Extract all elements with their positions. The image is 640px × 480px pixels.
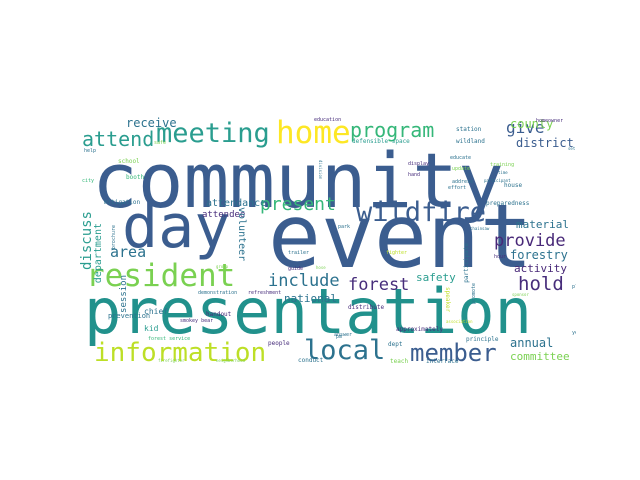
word: school <box>118 158 140 165</box>
word: participate <box>463 243 470 283</box>
word: association <box>446 319 473 324</box>
word: speaker <box>444 287 451 313</box>
word: time <box>498 170 508 175</box>
word: kid <box>144 324 159 333</box>
word-cloud: community event day presentation informa… <box>80 115 576 365</box>
word: conduct <box>298 357 324 364</box>
word: community <box>92 136 504 225</box>
word: present <box>260 194 336 215</box>
word: city <box>82 178 95 184</box>
word: hand <box>408 172 421 178</box>
word: annual <box>510 336 554 350</box>
word: brochure <box>111 225 117 250</box>
word: forestry <box>510 248 568 262</box>
word: information <box>94 338 267 365</box>
word: house <box>504 182 523 189</box>
word: material <box>516 218 569 231</box>
word: presentation <box>84 275 532 348</box>
word: provide <box>494 231 566 251</box>
word: principle <box>466 336 499 343</box>
word: education <box>314 117 342 123</box>
word: plan <box>572 284 576 290</box>
word: pm <box>336 334 343 340</box>
word: attendance <box>206 198 267 209</box>
word: wildfire <box>356 197 487 228</box>
word: prevention <box>108 312 151 320</box>
word: defensible space <box>352 138 410 145</box>
word: area <box>110 243 147 261</box>
word: local <box>304 335 386 365</box>
word: include <box>268 271 340 291</box>
word: event <box>268 185 533 288</box>
word: neighborhood <box>216 358 245 363</box>
word: effort <box>448 185 467 191</box>
word: group <box>216 264 229 269</box>
word: answer <box>334 332 353 338</box>
word: day <box>122 192 231 262</box>
word: fighter <box>386 250 408 256</box>
word: participant <box>484 178 511 183</box>
word: approximately <box>396 326 443 333</box>
word: trailer <box>288 250 310 256</box>
word: volunteer <box>236 207 247 262</box>
word: forest service <box>148 336 191 342</box>
word: division <box>318 160 323 180</box>
word: program <box>350 118 435 142</box>
word: park <box>338 224 351 230</box>
word: national <box>284 292 337 305</box>
word: forest <box>348 275 410 295</box>
word: attendee <box>202 210 246 220</box>
word: preparedness <box>486 200 530 207</box>
word: chainsaw <box>470 226 490 231</box>
word: booth <box>126 174 145 181</box>
word: address <box>452 179 474 185</box>
word: homeowner <box>536 118 564 124</box>
word: station <box>456 126 482 133</box>
word: guide <box>288 266 304 272</box>
word: smokey bear <box>180 318 214 324</box>
word: people <box>268 340 290 347</box>
word: discuss <box>80 211 95 271</box>
word: training <box>490 162 515 168</box>
word: educate <box>450 155 472 161</box>
word: hour <box>494 254 507 260</box>
word: firefighter <box>158 358 185 363</box>
word: update <box>452 166 471 172</box>
word: help <box>84 148 97 154</box>
word: give <box>506 118 545 137</box>
word: attend <box>82 127 155 151</box>
word: refreshment <box>248 290 282 296</box>
word: distribute <box>348 304 385 311</box>
word: chief <box>144 307 169 316</box>
word: member <box>410 339 497 365</box>
word: interface <box>426 358 459 365</box>
word: hose <box>316 265 326 270</box>
word: safety <box>416 271 456 284</box>
word: promote <box>471 283 477 305</box>
word: mitigation <box>104 199 141 206</box>
word: display <box>408 161 430 167</box>
word: teach <box>390 358 409 365</box>
word: dept <box>388 341 403 348</box>
word: sponsor <box>512 292 529 297</box>
word: county <box>510 117 554 131</box>
word: wildland <box>456 138 485 145</box>
word: receive <box>126 116 177 130</box>
word: handout <box>206 311 232 318</box>
word: meeting <box>156 118 270 149</box>
word: department <box>93 223 104 284</box>
word: district <box>516 136 574 150</box>
word: safe <box>154 140 167 146</box>
word: session <box>119 275 129 313</box>
word: home <box>276 115 351 151</box>
word: activity <box>514 262 567 275</box>
word: resident <box>86 258 236 294</box>
word: demonstration <box>198 290 238 296</box>
word: hold <box>518 273 564 295</box>
word: set <box>568 146 576 151</box>
word: committee <box>510 350 570 363</box>
word: year <box>572 330 576 336</box>
